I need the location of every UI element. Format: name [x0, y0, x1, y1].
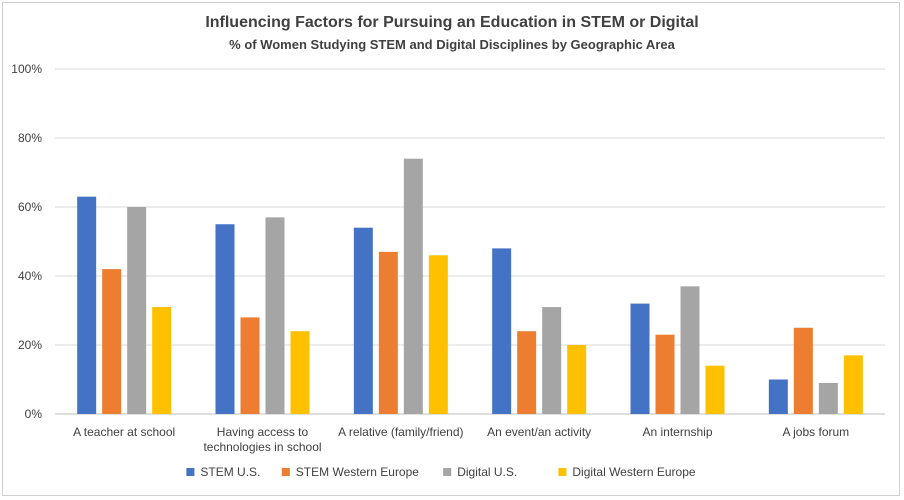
x-category-label: technologies in school — [203, 440, 321, 454]
bar — [353, 227, 373, 414]
bar — [428, 255, 448, 414]
chart-title: Influencing Factors for Pursuing an Educ… — [205, 14, 698, 31]
chart-subtitle: % of Women Studying STEM and Digital Dis… — [229, 37, 675, 52]
bar — [152, 307, 172, 414]
bar — [127, 207, 147, 414]
bar — [403, 158, 423, 414]
y-tick-label: 40% — [18, 269, 42, 283]
bar — [843, 355, 863, 414]
bar — [240, 317, 260, 414]
x-category-label: An internship — [642, 425, 712, 439]
bar — [265, 217, 285, 414]
bar — [768, 379, 788, 414]
x-category-label: An event/an activity — [487, 425, 591, 439]
y-tick-label: 60% — [18, 200, 42, 214]
bar — [655, 334, 675, 414]
bar — [630, 303, 650, 414]
bar — [215, 224, 235, 414]
bar — [542, 307, 562, 414]
legend-label: Digital U.S. — [457, 465, 517, 479]
legend-swatch — [443, 468, 452, 476]
bar — [517, 331, 537, 414]
bar — [567, 345, 587, 414]
x-category-label: A relative (family/friend) — [338, 425, 463, 439]
legend-swatch — [281, 468, 290, 476]
legend-swatch — [186, 468, 195, 476]
legend-label: Digital Western Europe — [572, 465, 695, 479]
x-category-label: A jobs forum — [782, 425, 849, 439]
y-tick-label: 0% — [25, 407, 43, 421]
legend-label: STEM Western Europe — [296, 465, 419, 479]
y-tick-label: 100% — [11, 62, 42, 76]
bar — [793, 327, 813, 414]
bar — [818, 382, 838, 414]
x-category-label: A teacher at school — [73, 425, 175, 439]
bar — [77, 196, 97, 414]
bar — [680, 286, 700, 414]
bar — [290, 331, 310, 414]
x-category-label: Having access to — [217, 425, 309, 439]
bar — [492, 248, 512, 414]
bar — [705, 365, 725, 414]
bar — [102, 269, 122, 414]
bar — [378, 251, 398, 414]
y-tick-label: 80% — [18, 131, 42, 145]
legend-label: STEM U.S. — [200, 465, 260, 479]
y-tick-label: 20% — [18, 338, 42, 352]
legend-swatch — [558, 468, 567, 476]
